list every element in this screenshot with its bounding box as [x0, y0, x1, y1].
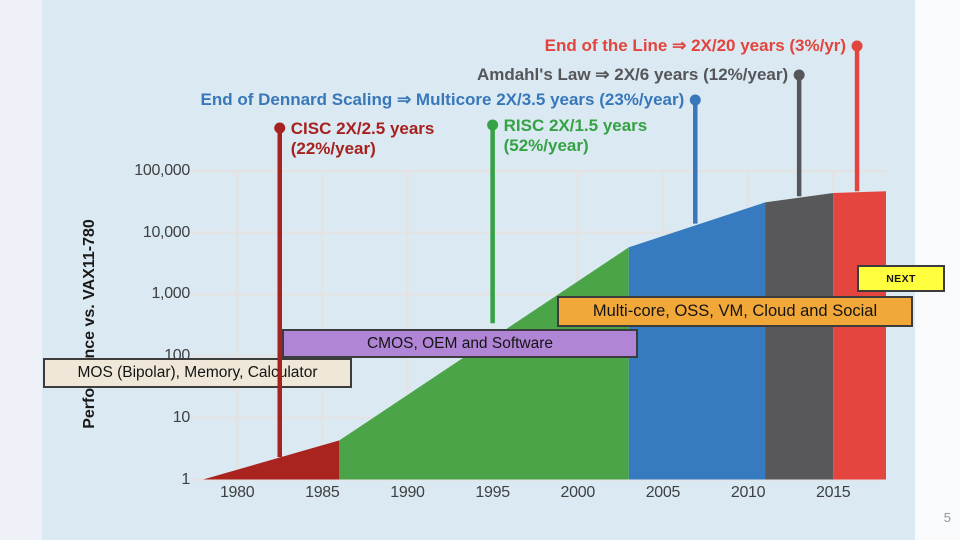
marker-label-end-of-line: End of the Line ⇒ 2X/20 years (3%/yr)	[545, 36, 846, 56]
marker-label-line: RISC 2X/1.5 years	[503, 116, 648, 135]
x-tick-label: 2000	[560, 484, 596, 501]
marker-label-amdahl: Amdahl's Law ⇒ 2X/6 years (12%/year)	[477, 65, 788, 85]
era-box-cmos-label: CMOS, OEM and Software	[366, 334, 554, 352]
slide-left-margin	[0, 0, 42, 540]
y-tick-label: 10	[172, 408, 191, 426]
next-button[interactable]: NEXT	[857, 265, 945, 292]
marker-label-risc: RISC 2X/1.5 years (52%/year)	[504, 116, 648, 156]
x-tick-label: 2010	[730, 484, 766, 501]
marker-label-dennard: End of Dennard Scaling ⇒ Multicore 2X/3.…	[200, 90, 684, 110]
marker-label-cisc: CISC 2X/2.5 years (22%/year)	[291, 119, 435, 159]
marker-label-line: End of the Line ⇒ 2X/20 years (3%/yr)	[544, 36, 847, 55]
x-tick-label: 2015	[816, 484, 851, 501]
marker-label-line: End of Dennard Scaling ⇒ Multicore 2X/3.…	[200, 90, 685, 109]
x-tick-label: 1990	[390, 484, 425, 501]
y-axis-title: Performance vs. VAX11-780	[81, 219, 98, 429]
y-tick-label: 100,000	[134, 162, 190, 179]
x-tick-label: 1980	[219, 484, 255, 501]
y-tick-label: 1	[181, 470, 190, 488]
y-tick-label: 1,000	[151, 285, 190, 303]
x-tick-label: 2005	[645, 484, 681, 501]
era-box-multicore: Multi-core, OSS, VM, Cloud and Social	[557, 296, 913, 327]
era-box-cmos: CMOS, OEM and Software	[282, 329, 638, 358]
x-tick-label: 1985	[305, 484, 340, 501]
era-box-multicore-label: Multi-core, OSS, VM, Cloud and Social	[592, 302, 878, 320]
marker-label-line: (52%/year)	[503, 136, 589, 155]
marker-label-line: (22%/year)	[290, 139, 376, 158]
marker-label-line: CISC 2X/2.5 years	[290, 119, 435, 138]
era-box-mos-label: MOS (Bipolar), Memory, Calculator	[77, 364, 318, 381]
next-button-label: NEXT	[886, 272, 916, 285]
x-tick-label: 1995	[475, 484, 510, 501]
y-tick-label: 10,000	[142, 223, 190, 241]
marker-label-line: Amdahl's Law ⇒ 2X/6 years (12%/year)	[476, 65, 789, 84]
era-box-mos: MOS (Bipolar), Memory, Calculator	[43, 358, 352, 388]
page-number: 5	[943, 510, 951, 525]
